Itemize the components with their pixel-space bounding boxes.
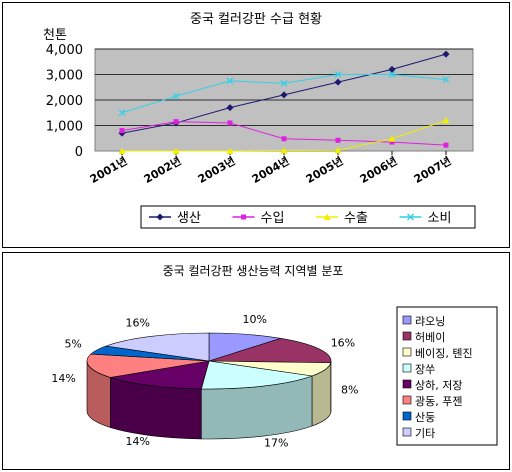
data-point	[119, 128, 125, 134]
legend-label: 기타	[415, 427, 435, 440]
data-point	[226, 147, 234, 154]
data-point	[118, 147, 126, 154]
legend-label: 수출	[344, 211, 368, 226]
data-point	[334, 71, 342, 78]
y-tick-label: 2,000	[46, 94, 83, 109]
data-point	[443, 142, 449, 148]
legend-swatch	[402, 411, 412, 421]
pie-chart: 중국 컬러강판 생산능력 지역별 분포 10% 16% 8% 17% 14% 14% 5% 16…	[51, 264, 498, 450]
y-tick-label: 0	[75, 145, 83, 160]
data-point	[226, 77, 234, 85]
pie-slice	[208, 338, 332, 364]
y-tick-label: 3,000	[46, 69, 83, 84]
x-tick-label: 2005년	[303, 153, 345, 185]
data-label: 5%	[64, 338, 81, 351]
pie-slice	[110, 360, 210, 390]
data-point	[388, 65, 396, 73]
legend-label: 산둥	[415, 411, 435, 424]
data-point	[388, 71, 396, 78]
legend-swatch	[402, 347, 412, 357]
data-point	[334, 78, 342, 86]
legend-swatch	[402, 379, 412, 389]
data-point	[226, 104, 234, 112]
legend-box	[396, 306, 498, 446]
pie-slice	[105, 332, 210, 362]
x-tick-label: 2006년	[357, 153, 399, 185]
legend-label: 수입	[261, 211, 285, 226]
data-point	[173, 119, 179, 125]
legend-swatch	[402, 331, 412, 341]
data-label: 16%	[125, 316, 149, 329]
data-point	[388, 135, 396, 142]
data-point	[280, 146, 288, 154]
x-tick-label: 2007년	[411, 153, 453, 185]
data-point	[280, 79, 288, 87]
x-tick-label: 2001년	[87, 153, 129, 185]
data-point	[442, 116, 450, 124]
legend-swatch	[402, 395, 412, 405]
pie-slice	[200, 360, 313, 390]
legend-label: 장쑤	[415, 363, 435, 376]
legend-label: 생산	[177, 211, 201, 226]
legend-label: 랴오닝	[415, 315, 445, 328]
data-label: 14%	[51, 372, 75, 385]
data-point	[227, 120, 233, 126]
data-label: 17%	[264, 437, 288, 450]
x-tick-label: 2004년	[249, 153, 291, 185]
data-point	[334, 146, 342, 154]
data-point	[172, 92, 180, 100]
legend-label: 베이징, 톈진	[415, 347, 473, 360]
data-point	[281, 136, 287, 142]
data-label: 10%	[243, 313, 267, 326]
data-point	[172, 147, 180, 154]
data-point	[118, 109, 126, 117]
chart-title: 중국 컬러강판 수급 현황	[190, 12, 322, 27]
y-tick-label: 1,000	[46, 120, 83, 135]
legend-label: 소비	[428, 211, 452, 226]
data-point	[280, 91, 288, 99]
legend-label: 상하, 저장	[415, 378, 462, 392]
legend-marker	[156, 213, 164, 221]
chart-title: 중국 컬러강판 생산능력 지역별 분포	[163, 264, 344, 278]
legend-swatch	[402, 363, 412, 373]
data-label: 14%	[125, 435, 149, 448]
data-point	[442, 50, 450, 58]
data-point	[118, 129, 126, 137]
data-label: 16%	[331, 336, 355, 349]
x-tick-label: 2003년	[195, 153, 237, 185]
data-point	[389, 139, 395, 145]
legend-swatch	[402, 427, 412, 437]
pie-chart-panel: 중국 컬러강판 생산능력 지역별 분포 10% 16% 8% 17% 14% 14% 5% 16…	[2, 252, 510, 470]
legend-marker	[323, 213, 331, 220]
legend-marker	[407, 213, 414, 221]
legend-box	[140, 205, 476, 229]
legend-label: 광동, 푸젠	[415, 395, 462, 408]
data-point	[335, 137, 341, 143]
y-tick-label: 4,000	[46, 43, 83, 58]
data-point	[442, 76, 450, 84]
legend-swatch	[402, 315, 412, 325]
pie-slice	[208, 332, 281, 362]
legend-marker	[241, 214, 246, 220]
y-axis-label: 천톤	[43, 28, 67, 43]
legend-label: 허베이	[415, 331, 445, 344]
data-label: 8%	[341, 383, 358, 396]
pie-slice	[86, 353, 210, 378]
x-tick-label: 2002년	[141, 153, 183, 185]
